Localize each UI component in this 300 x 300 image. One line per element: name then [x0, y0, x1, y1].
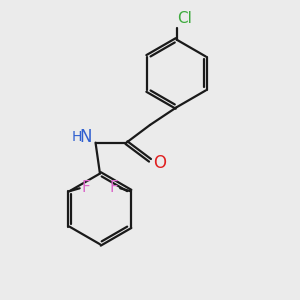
Text: O: O [154, 154, 166, 172]
Text: N: N [80, 128, 92, 146]
Text: F: F [82, 180, 91, 195]
Text: Cl: Cl [177, 11, 192, 26]
Text: H: H [72, 130, 82, 144]
Text: F: F [110, 180, 118, 195]
